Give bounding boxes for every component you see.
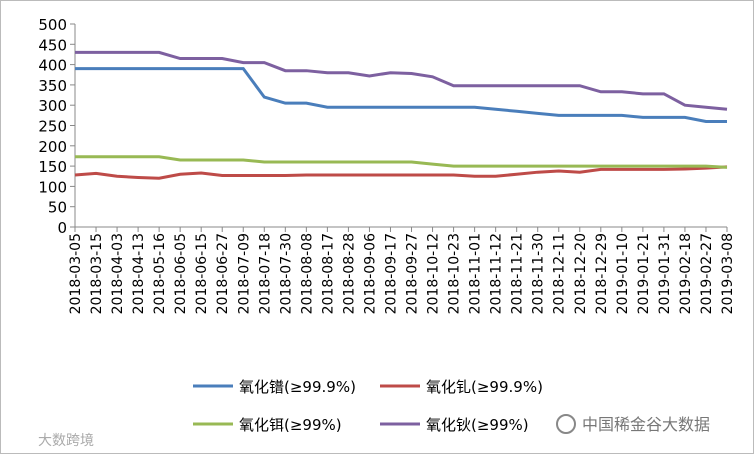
series-line [74,165,728,180]
y-tick-label: 300 [38,97,67,115]
x-tick-label: 2018-07-18 [257,233,273,314]
x-tick-label: 2018-08-08 [299,233,315,314]
x-tick-label: 2018-08-17 [320,233,336,314]
y-tick-label: 100 [38,178,67,196]
x-tick-label: 2018-10-23 [447,233,463,314]
x-tick-label: 2018-09-06 [362,233,378,314]
x-tick-label: 2018-12-29 [594,233,610,314]
x-tick-label: 2019-01-21 [636,233,652,314]
x-tick-label: 2019-02-18 [678,233,694,314]
x-tick-label: 2019-03-08 [720,233,736,314]
y-tick-label: 0 [57,219,67,237]
legend-label: 氧化铒(≥99%) [239,416,342,434]
x-tick-label: 2018-05-16 [152,233,168,314]
series-line [75,67,727,123]
x-tick-label: 2018-07-09 [236,233,252,314]
x-tick-label: 2018-09-27 [405,233,421,314]
x-tick-label: 2018-03-15 [89,233,105,314]
x-tick-label: 2019-02-27 [699,233,715,314]
y-tick-label: 500 [38,16,67,34]
x-tick-label: 2018-11-21 [510,233,526,314]
watermark: 中国稀金谷大数据 [582,415,710,434]
x-tick-label: 2018-11-30 [531,233,547,314]
y-tick-label: 400 [38,57,67,75]
legend-label: 氧化镨(≥99.9%) [239,378,356,396]
y-tick-label: 50 [48,199,67,217]
x-tick-label: 2018-06-15 [194,233,210,314]
x-tick-label: 2019-01-10 [615,233,631,314]
x-tick-label: 2018-04-03 [110,233,126,314]
x-tick-label: 2018-06-05 [173,233,189,314]
y-tick-label: 350 [38,77,67,95]
watermark: 大数跨境 [38,433,94,449]
x-tick-label: 2018-07-30 [278,233,294,314]
x-tick-label: 2018-12-20 [573,233,589,314]
legend-label: 氧化钆(≥99.9%) [426,378,543,396]
y-tick-label: 150 [38,158,67,176]
x-tick-label: 2018-06-27 [215,233,231,314]
y-tick-label: 250 [38,118,67,136]
x-tick-label: 2018-08-28 [341,233,357,314]
x-tick-label: 2018-09-17 [383,233,399,314]
y-tick-label: 200 [38,138,67,156]
series-line [75,155,728,169]
x-tick-label: 2019-01-31 [657,233,673,314]
series-line [75,50,728,111]
y-tick-label: 450 [38,36,67,54]
x-tick-label: 2018-12-11 [552,233,568,314]
x-tick-label: 2018-03-05 [68,233,84,314]
watermark-right: 中国稀金谷大数据 [556,414,710,434]
watermark-icon [556,414,576,434]
x-tick-label: 2018-11-12 [489,233,505,314]
x-tick-label: 2018-10-12 [426,233,442,314]
legend-label: 氧化钬(≥99%) [426,416,529,434]
x-tick-label: 2018-11-01 [468,233,484,314]
x-tick-label: 2018-04-13 [131,233,147,314]
